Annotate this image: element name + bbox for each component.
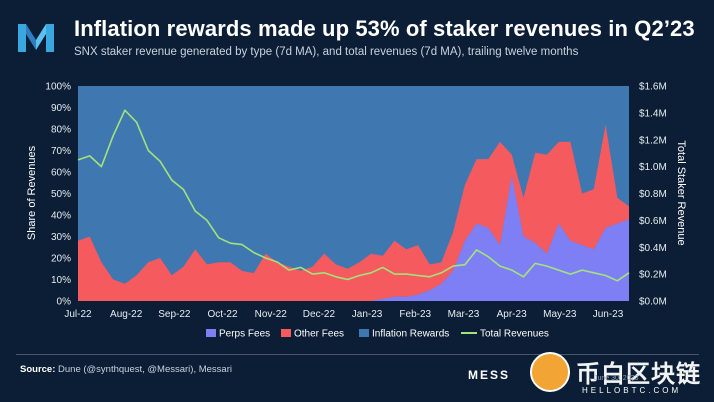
brand-name: MESS	[468, 368, 511, 382]
y2-tick-label: $0.2M	[639, 270, 667, 281]
brand-logo	[16, 20, 56, 56]
legend-swatch	[281, 329, 291, 337]
x-tick-label: Sep-22	[158, 309, 191, 320]
y2-tick-label: $0.0M	[639, 297, 667, 308]
source-text: Dune (@synthquest, @Messari), Messari	[58, 364, 232, 375]
y-tick-label: 10%	[51, 275, 71, 286]
watermark-subtext: HELLOBTC.COM	[582, 386, 682, 395]
y-tick-label: 90%	[51, 103, 71, 114]
y-tick-label: 100%	[45, 82, 71, 93]
y2-tick-label: $0.4M	[639, 243, 667, 254]
y-tick-label: 30%	[51, 232, 71, 243]
chart-title: Inflation rewards made up 53% of staker …	[74, 16, 695, 41]
watermark-mascot-icon	[530, 352, 570, 392]
x-tick-label: Feb-23	[399, 309, 431, 320]
legend-label: Total Revenues	[480, 329, 549, 340]
x-tick-label: Nov-22	[255, 309, 288, 320]
x-tick-label: Apr-23	[497, 309, 527, 320]
source-line: Source: Dune (@synthquest, @Messari), Me…	[20, 364, 232, 375]
other-fees-area	[78, 124, 629, 301]
watermark-text: 币白区块链	[576, 361, 701, 388]
y2-tick-label: $0.6M	[639, 216, 667, 227]
total-revenues-line	[77, 109, 630, 282]
chart-svg: 0%10%20%30%40%50%60%70%80%90%100% $0.0M$…	[26, 82, 687, 340]
y2-axis-label: Total Staker Revenue	[675, 140, 687, 245]
x-axis-ticks: Jul-22 Aug-22 Sep-22 Oct-22 Nov-22 Dec-22 Jan-…	[64, 309, 623, 320]
x-tick-label: Aug-22	[110, 309, 143, 320]
x-tick-label: Mar-23	[448, 309, 480, 320]
y-tick-label: 80%	[51, 125, 71, 136]
x-tick-label: Oct-22	[208, 309, 238, 320]
legend-label: Perps Fees	[219, 329, 270, 340]
y-tick-label: 50%	[51, 189, 71, 200]
stacked-areas	[77, 109, 630, 301]
y-tick-label: 60%	[51, 168, 71, 179]
chart-subtitle: SNX staker revenue generated by type (7d…	[74, 46, 579, 58]
y2-tick-label: $1.0M	[639, 162, 667, 173]
y-axis-right-ticks: $0.0M $0.2M $0.4M $0.6M $0.8M $1.0M $1.2M $1.4M…	[639, 82, 667, 308]
y-tick-label: 0%	[57, 297, 72, 308]
y-tick-label: 20%	[51, 254, 71, 265]
x-tick-label: May-23	[543, 309, 577, 320]
y2-tick-label: $1.6M	[639, 82, 667, 93]
perps-fees-area	[78, 176, 629, 301]
x-tick-label: Jan-23	[352, 309, 383, 320]
y-axis-label: Share of Revenues	[26, 145, 38, 240]
y2-tick-label: $1.4M	[639, 108, 667, 119]
y2-tick-label: $1.2M	[639, 135, 667, 146]
footer-date: June 30, 2023	[594, 375, 639, 382]
legend-swatch	[359, 329, 369, 337]
y-axis-left-ticks: 0% 10% 20% 30% 40% 50% 60% 70% 80% 90% 100%	[45, 82, 71, 308]
y2-tick-label: $0.8M	[639, 189, 667, 200]
legend-swatch	[206, 329, 216, 337]
x-tick-label: Jun-23	[593, 309, 624, 320]
x-tick-label: Jul-22	[64, 309, 92, 320]
legend: Perps Fees Other Fees Inflation Rewards Tot…	[206, 329, 549, 340]
x-tick-label: Dec-22	[303, 309, 336, 320]
source-label: Source:	[20, 364, 56, 375]
y-tick-label: 70%	[51, 146, 71, 157]
footer-divider	[16, 354, 699, 355]
legend-label: Inflation Rewards	[372, 329, 449, 340]
legend-label: Other Fees	[294, 329, 344, 340]
y-tick-label: 40%	[51, 211, 71, 222]
